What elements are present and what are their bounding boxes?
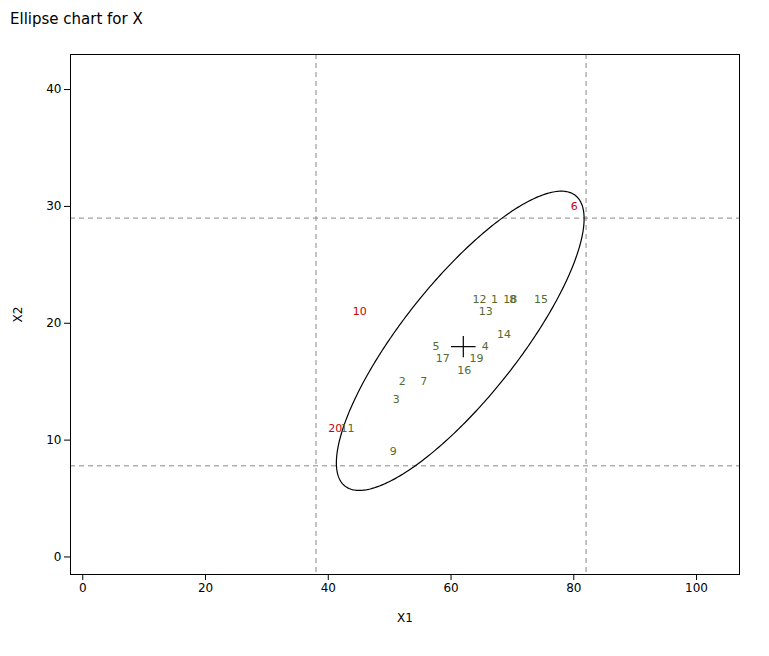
- svg-text:40: 40: [46, 82, 61, 96]
- svg-text:16: 16: [457, 364, 471, 377]
- html-text:Ellipse chart for X: Ellipse chart for X: [10, 10, 143, 28]
- svg-text:7: 7: [420, 375, 427, 388]
- svg-text:15: 15: [534, 293, 548, 306]
- svg-text:11: 11: [341, 422, 355, 435]
- svg-text:1: 1: [490, 293, 498, 307]
- svg-text:80: 80: [566, 581, 581, 595]
- svg-text:18: 18: [503, 293, 517, 306]
- svg-text:17: 17: [436, 352, 450, 365]
- svg-text:5: 5: [432, 340, 440, 354]
- svg-text:100: 100: [685, 581, 708, 595]
- svg-text:9: 9: [390, 445, 397, 458]
- svg-text:2: 2: [399, 375, 406, 388]
- svg-text:12: 12: [472, 293, 487, 307]
- svg-text:4: 4: [481, 340, 489, 354]
- svg-text:40: 40: [321, 581, 336, 595]
- svg-text:13: 13: [479, 305, 493, 318]
- svg-text:20: 20: [198, 581, 213, 595]
- svg-text:10: 10: [46, 433, 61, 447]
- svg-text:X1: X1: [397, 611, 413, 625]
- svg-text:19: 19: [469, 352, 483, 365]
- svg-text:3: 3: [393, 393, 400, 406]
- svg-text:10: 10: [353, 305, 367, 318]
- svg-text:0: 0: [54, 550, 62, 564]
- svg-text:60: 60: [443, 581, 458, 595]
- svg-text:30: 30: [46, 199, 61, 213]
- svg-text:20: 20: [46, 316, 61, 330]
- svg-text:6: 6: [571, 200, 578, 213]
- svg-text:14: 14: [497, 328, 511, 341]
- svg-text:0: 0: [79, 581, 87, 595]
- svg-text:20: 20: [328, 422, 342, 435]
- svg-text:X2: X2: [11, 307, 25, 323]
